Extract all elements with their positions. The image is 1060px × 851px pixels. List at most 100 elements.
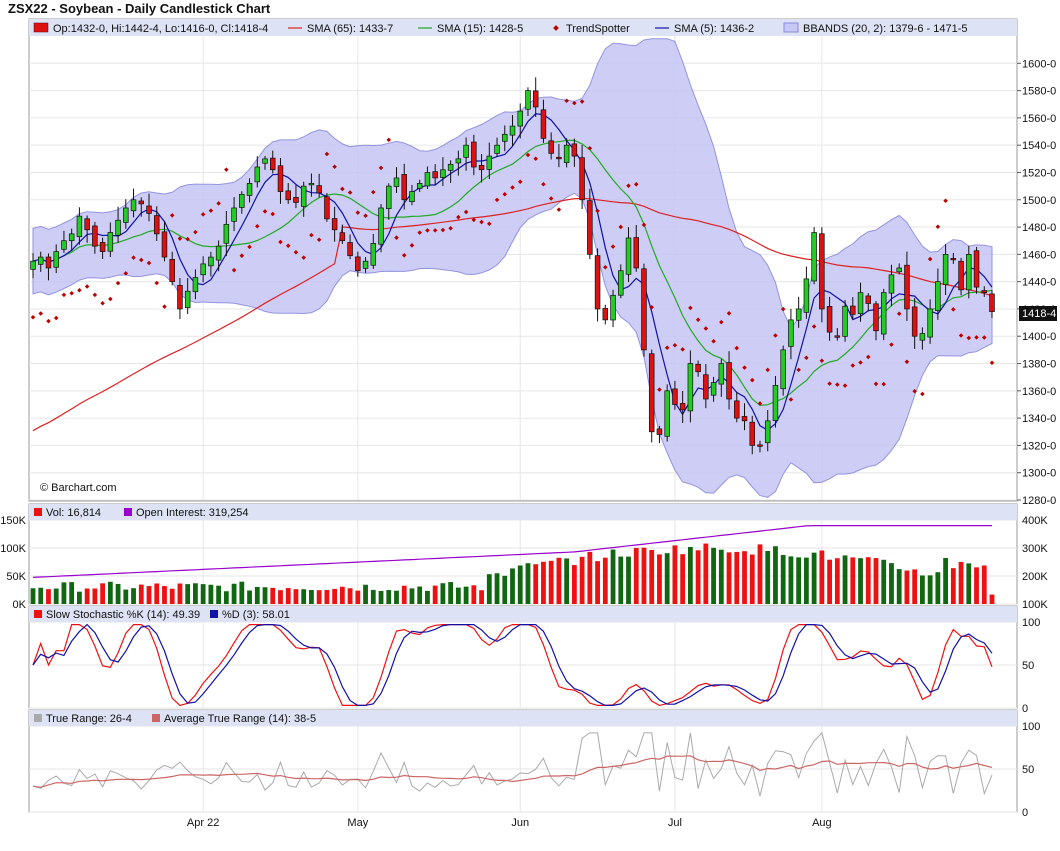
ohlc-legend-icon xyxy=(33,22,49,33)
volume-bar xyxy=(827,559,832,604)
trendspotter-dot xyxy=(270,211,276,217)
trendspotter-dot xyxy=(293,249,299,255)
volume-bar xyxy=(773,546,778,604)
candle-body xyxy=(184,290,191,309)
volume-bar xyxy=(958,561,964,604)
volume-bar xyxy=(394,590,399,604)
volume-bar xyxy=(657,554,662,604)
volume-bar xyxy=(579,556,585,604)
volume-bar xyxy=(61,582,67,604)
volume-bar xyxy=(796,557,802,604)
candle-body xyxy=(880,292,887,335)
sma65-line xyxy=(32,197,993,432)
candle-body xyxy=(973,250,980,288)
trendspotter-dot xyxy=(680,347,685,352)
volume-bar xyxy=(301,589,307,604)
volume-bar xyxy=(974,567,979,604)
legend-open-interest: Open Interest: 319,254 xyxy=(136,507,249,519)
volume-bar xyxy=(757,544,763,604)
trendspotter-dot xyxy=(394,235,399,240)
trendspotter-dot xyxy=(711,338,716,344)
trendspotter-dot xyxy=(974,335,979,340)
legend-atr: Average True Range (14): 38-5 xyxy=(164,713,316,725)
candle-body xyxy=(548,140,554,154)
candle-body xyxy=(672,388,678,405)
volume-bar xyxy=(703,543,709,604)
volume-bar xyxy=(378,590,384,604)
trendspotter-dot xyxy=(982,335,987,340)
volume-bar xyxy=(927,575,933,604)
trendspotter-dot xyxy=(865,354,871,360)
volume-bar xyxy=(38,587,44,604)
trendspotter-dot xyxy=(827,381,832,386)
price-tick-label: 1300-0 xyxy=(1022,468,1056,480)
volume-bars xyxy=(30,525,995,604)
volume-bar xyxy=(664,553,670,604)
volume-tick-label: 100K xyxy=(0,543,26,555)
volume-bar xyxy=(432,585,438,604)
legend-stoch-d: %D (3): 58.01 xyxy=(222,609,290,621)
trendspotter-dot xyxy=(363,213,368,218)
volume-bar xyxy=(100,583,106,604)
volume-bar xyxy=(626,556,631,604)
tr-legend: True Range: 26-4 Average True Range (14)… xyxy=(29,710,1017,726)
volume-bar xyxy=(77,591,82,604)
candle-body xyxy=(161,231,168,258)
candle-body xyxy=(718,363,725,385)
atr-line xyxy=(32,755,993,788)
candle-body xyxy=(416,183,423,189)
candlesticks xyxy=(30,77,995,455)
candle-body xyxy=(795,308,802,321)
candle-body xyxy=(904,264,910,310)
volume-bar xyxy=(425,590,430,604)
volume-bar xyxy=(247,590,252,604)
volume-bar xyxy=(811,552,817,604)
volume-bar xyxy=(107,581,113,604)
candle-body xyxy=(540,109,547,139)
candle-body xyxy=(958,260,964,291)
trendspotter-dot xyxy=(734,345,740,351)
candle-body xyxy=(966,254,972,291)
volume-bar xyxy=(448,582,454,604)
trendspotter-dot xyxy=(649,304,654,310)
atr-legend-icon xyxy=(152,714,160,722)
candle-body xyxy=(254,166,261,183)
trendspotter-dot xyxy=(719,319,724,325)
candle-body xyxy=(146,205,152,214)
candle-body xyxy=(788,319,794,347)
volume-bar xyxy=(115,584,121,604)
volume-bar xyxy=(896,569,902,604)
trendspotter-dot xyxy=(417,230,422,235)
candle-body xyxy=(695,363,701,373)
price-tick-label: 1480-0 xyxy=(1022,222,1056,234)
trendspotter-dot xyxy=(664,345,670,351)
candle-body xyxy=(764,420,771,444)
volume-bar xyxy=(819,550,825,604)
trendspotter-dot xyxy=(788,397,794,402)
volume-bar xyxy=(672,545,678,604)
candle-body xyxy=(107,232,114,252)
candle-body xyxy=(757,444,763,447)
trendspotter-dot xyxy=(927,256,933,262)
candle-body xyxy=(664,390,670,437)
stoch-d-legend-icon xyxy=(210,610,218,618)
trendspotter-dot xyxy=(355,210,361,215)
candle-body xyxy=(277,165,284,192)
volume-bar xyxy=(208,584,214,604)
stoch-tick-label: 100 xyxy=(1022,617,1040,629)
trendspotter-dot xyxy=(904,359,910,365)
volume-bar xyxy=(633,547,639,604)
trendspotter-dot xyxy=(84,284,90,289)
volume-bar xyxy=(695,550,701,604)
price-tick-label: 1560-0 xyxy=(1022,113,1056,125)
tr-tick-label: 0 xyxy=(1022,807,1028,819)
tr-legend-icon xyxy=(34,714,42,722)
volume-bar xyxy=(919,575,925,604)
trendspotter-dot xyxy=(309,232,314,238)
volume-bar xyxy=(556,557,562,604)
candle-body xyxy=(92,225,98,247)
volume-bar xyxy=(502,575,508,604)
candle-body xyxy=(30,260,36,270)
volume-bar xyxy=(765,550,771,604)
volume-bar xyxy=(966,563,972,604)
